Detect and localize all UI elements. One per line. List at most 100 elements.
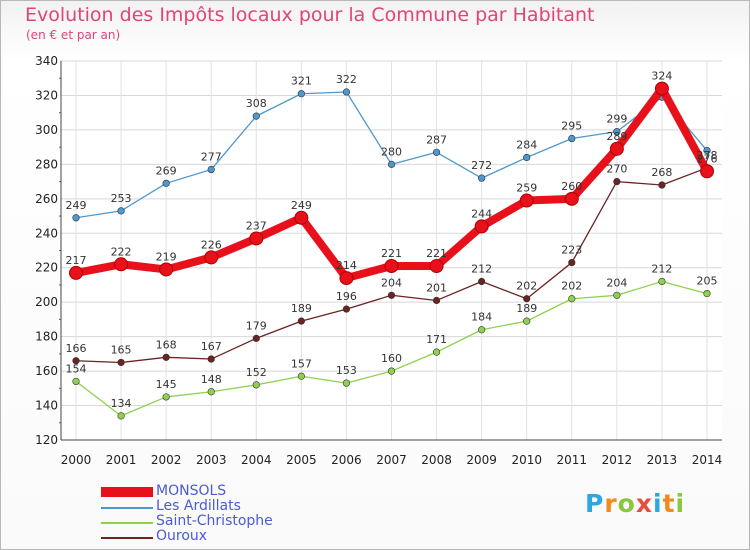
data-point-les-ardillats bbox=[252, 112, 260, 120]
data-point-saint-christophe bbox=[387, 367, 396, 375]
data-label-saint-christophe: 205 bbox=[697, 275, 718, 288]
data-label-saint-christophe: 202 bbox=[561, 280, 582, 293]
data-label-ouroux: 212 bbox=[471, 263, 492, 276]
data-point-saint-christophe bbox=[252, 381, 260, 389]
data-label-monsols: 324 bbox=[651, 70, 672, 83]
y-tick-label: 320 bbox=[35, 88, 58, 102]
x-tick-label: 2012 bbox=[602, 453, 633, 467]
data-point-ouroux bbox=[342, 305, 351, 313]
data-point-ouroux bbox=[387, 291, 396, 299]
logo-letter: i bbox=[653, 489, 663, 518]
y-tick-label: 240 bbox=[35, 226, 58, 240]
data-point-les-ardillats bbox=[478, 174, 486, 182]
data-label-les-ardillats: 277 bbox=[201, 151, 222, 164]
y-tick-label: 220 bbox=[35, 261, 58, 275]
data-label-monsols: 289 bbox=[606, 130, 627, 143]
data-label-les-ardillats: 249 bbox=[66, 199, 87, 212]
data-label-monsols: 237 bbox=[246, 219, 267, 232]
legend-label-ouroux: Ouroux bbox=[156, 528, 208, 544]
data-label-monsols: 214 bbox=[336, 259, 357, 272]
data-point-saint-christophe bbox=[703, 289, 711, 298]
logo-letter: t bbox=[662, 489, 676, 518]
data-label-les-ardillats: 299 bbox=[606, 113, 627, 126]
data-point-saint-christophe bbox=[568, 295, 576, 303]
data-point-monsols bbox=[429, 259, 444, 274]
logo-letter: P bbox=[585, 489, 605, 518]
proxiti-logo: Proxiti bbox=[585, 489, 685, 518]
data-label-saint-christophe: 160 bbox=[381, 352, 402, 365]
data-label-ouroux: 201 bbox=[426, 281, 447, 294]
data-label-saint-christophe: 204 bbox=[606, 276, 627, 289]
data-label-ouroux: 167 bbox=[201, 340, 222, 353]
data-point-les-ardillats bbox=[72, 214, 80, 222]
data-point-ouroux bbox=[252, 334, 260, 342]
data-point-ouroux bbox=[162, 353, 170, 361]
x-tick-label: 2008 bbox=[421, 453, 452, 467]
data-point-les-ardillats bbox=[432, 148, 441, 156]
data-label-monsols: 222 bbox=[111, 245, 132, 258]
legend-label-les-ardillats: Les Ardillats bbox=[156, 498, 241, 514]
series-group bbox=[69, 81, 714, 420]
x-tick-label: 2002 bbox=[151, 453, 182, 467]
logo-letter: i bbox=[675, 489, 686, 518]
data-label-monsols: 244 bbox=[471, 207, 492, 220]
data-label-ouroux: 166 bbox=[66, 342, 87, 355]
data-label-les-ardillats: 280 bbox=[381, 145, 402, 158]
data-label-saint-christophe: 157 bbox=[291, 357, 312, 370]
data-label-ouroux: 270 bbox=[606, 163, 627, 176]
x-tick-label: 2003 bbox=[196, 453, 227, 467]
data-label-ouroux: 179 bbox=[246, 319, 267, 332]
data-point-saint-christophe bbox=[342, 379, 351, 387]
data-point-saint-christophe bbox=[72, 377, 80, 386]
data-point-saint-christophe bbox=[658, 277, 666, 286]
data-point-monsols bbox=[69, 265, 83, 280]
data-label-les-ardillats: 272 bbox=[471, 159, 492, 172]
data-label-saint-christophe: 153 bbox=[336, 364, 357, 377]
data-point-les-ardillats bbox=[117, 207, 125, 215]
data-point-ouroux bbox=[117, 358, 125, 367]
data-label-monsols: 219 bbox=[156, 250, 177, 263]
x-tick-label: 2004 bbox=[241, 453, 272, 467]
data-point-les-ardillats bbox=[387, 160, 396, 168]
data-label-ouroux: 189 bbox=[291, 302, 312, 315]
logo-letter: o bbox=[617, 489, 636, 518]
data-label-ouroux: 196 bbox=[336, 290, 357, 303]
data-point-monsols bbox=[159, 262, 174, 277]
data-label-ouroux: 204 bbox=[381, 276, 402, 289]
data-label-monsols: 221 bbox=[381, 247, 402, 260]
data-label-monsols: 259 bbox=[516, 182, 537, 195]
chart-subtitle: (en € et par an) bbox=[26, 28, 121, 42]
x-tick-label: 2000 bbox=[61, 453, 92, 467]
x-tick-label: 2009 bbox=[466, 453, 497, 467]
data-label-monsols: 221 bbox=[426, 247, 447, 260]
data-point-saint-christophe bbox=[297, 372, 305, 380]
data-point-monsols bbox=[204, 250, 219, 265]
data-label-saint-christophe: 154 bbox=[66, 362, 87, 375]
data-label-les-ardillats: 295 bbox=[561, 120, 582, 133]
legend-label-monsols: MONSOLS bbox=[156, 483, 227, 499]
data-point-ouroux bbox=[568, 258, 576, 267]
data-label-les-ardillats: 308 bbox=[246, 97, 267, 110]
data-point-ouroux bbox=[658, 181, 666, 189]
data-point-les-ardillats bbox=[297, 90, 305, 98]
x-tick-label: 2001 bbox=[106, 453, 137, 467]
y-tick-label: 340 bbox=[35, 54, 58, 68]
data-point-monsols bbox=[654, 81, 669, 96]
grid bbox=[61, 60, 722, 441]
data-label-saint-christophe: 189 bbox=[516, 302, 537, 315]
data-point-monsols bbox=[564, 191, 579, 206]
data-point-monsols bbox=[339, 271, 354, 286]
data-point-monsols bbox=[249, 231, 264, 246]
logo-letter: x bbox=[635, 489, 653, 518]
data-labels: 249 253 269 277 308 321 322 280 287 272 284 295 299 1… bbox=[66, 70, 718, 410]
legend-swatch-monsols bbox=[101, 487, 153, 497]
data-point-saint-christophe bbox=[207, 388, 215, 396]
data-label-ouroux: 278 bbox=[697, 149, 718, 162]
data-label-saint-christophe: 152 bbox=[246, 366, 267, 379]
data-label-saint-christophe: 145 bbox=[156, 378, 177, 391]
y-tick-label: 180 bbox=[35, 330, 58, 344]
data-point-ouroux bbox=[207, 355, 215, 363]
data-point-les-ardillats bbox=[342, 88, 351, 96]
data-label-ouroux: 268 bbox=[651, 166, 672, 179]
x-tick-label: 2010 bbox=[511, 453, 542, 467]
